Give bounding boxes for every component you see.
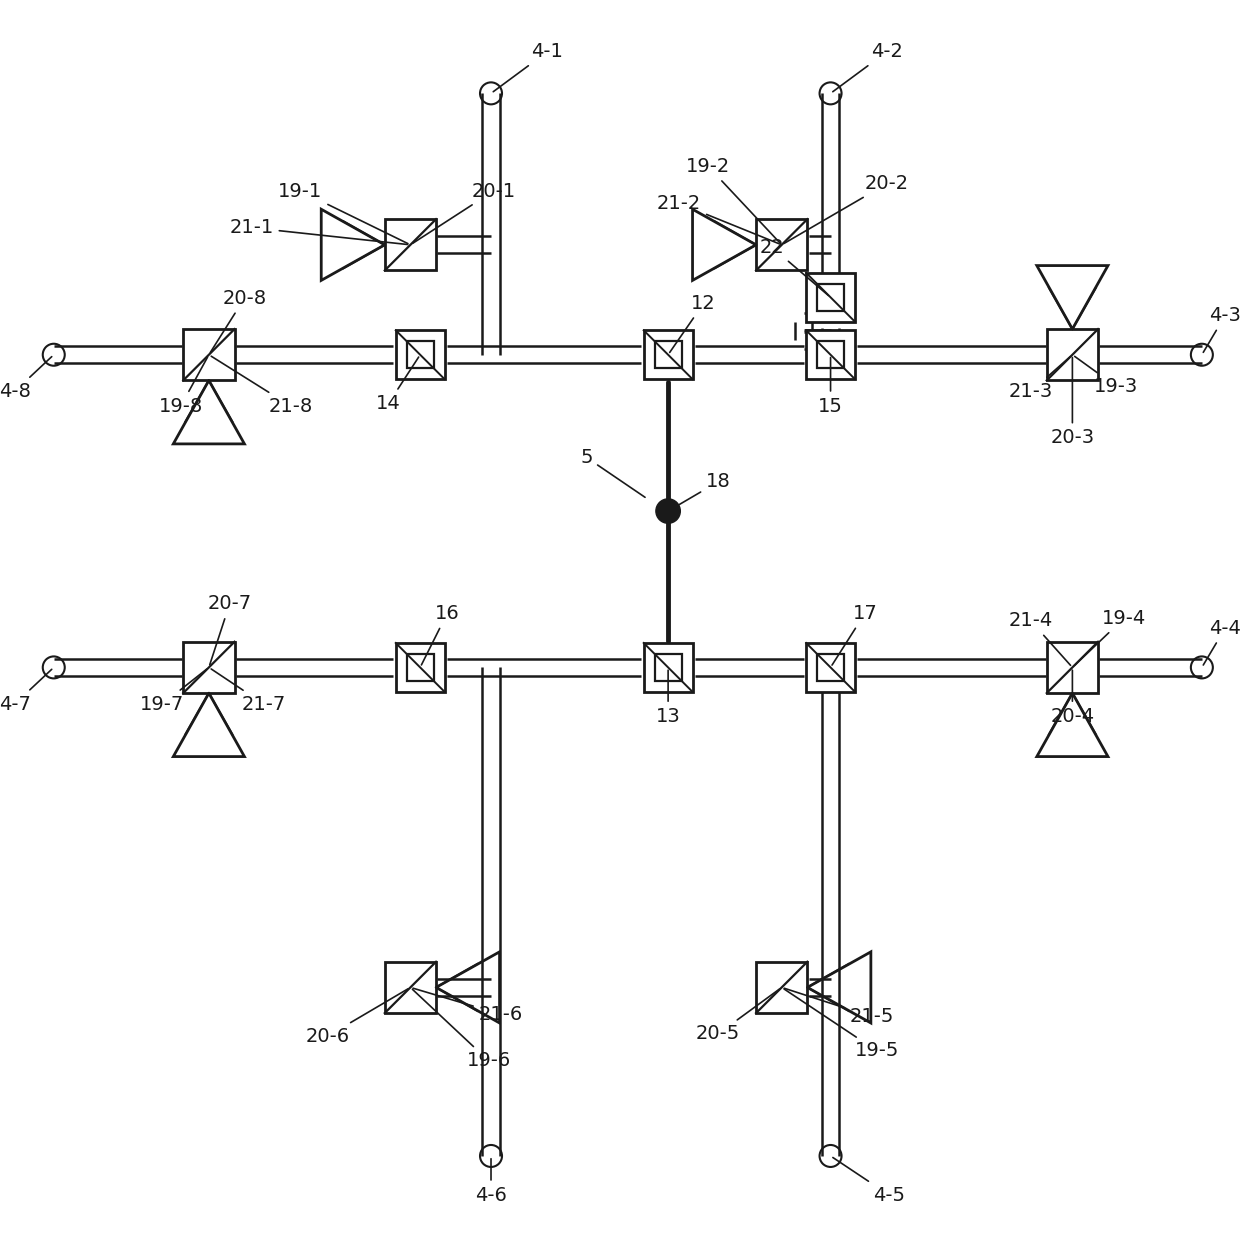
Text: 22: 22 — [760, 237, 828, 296]
Text: 20-4: 20-4 — [1050, 671, 1095, 725]
Text: 4-8: 4-8 — [0, 356, 52, 401]
Text: 20-2: 20-2 — [784, 174, 909, 243]
Text: 4-5: 4-5 — [833, 1158, 905, 1205]
Text: 4-6: 4-6 — [475, 1159, 507, 1205]
Text: 4-1: 4-1 — [494, 42, 563, 92]
Bar — [407, 655, 434, 681]
Text: 19-7: 19-7 — [140, 669, 207, 714]
Text: 13: 13 — [656, 671, 681, 725]
Bar — [384, 219, 436, 271]
Bar — [817, 342, 844, 368]
Text: 20-7: 20-7 — [207, 595, 252, 664]
Text: 19-6: 19-6 — [413, 990, 511, 1071]
Text: 21-6: 21-6 — [413, 989, 523, 1023]
Text: 4-2: 4-2 — [833, 42, 903, 92]
Text: 4-7: 4-7 — [0, 669, 52, 714]
Text: 18: 18 — [671, 472, 730, 509]
Bar — [817, 284, 844, 310]
Text: 21-7: 21-7 — [211, 669, 286, 714]
Text: 19-1: 19-1 — [278, 181, 408, 243]
Text: 20-8: 20-8 — [211, 289, 267, 353]
Text: 20-3: 20-3 — [1050, 358, 1095, 447]
Text: 20-5: 20-5 — [696, 989, 780, 1043]
Bar — [1047, 329, 1099, 380]
Text: 19-4: 19-4 — [1074, 609, 1146, 666]
Bar — [806, 643, 856, 692]
Bar — [806, 330, 856, 379]
Bar — [817, 655, 844, 681]
Bar — [644, 643, 693, 692]
Bar — [396, 643, 445, 692]
Text: 21-2: 21-2 — [657, 194, 779, 243]
Text: 4-4: 4-4 — [1203, 619, 1240, 664]
Text: 4-3: 4-3 — [1203, 306, 1240, 353]
Text: 12: 12 — [670, 294, 715, 353]
Text: 17: 17 — [832, 604, 877, 664]
Text: 19-5: 19-5 — [784, 989, 899, 1061]
Text: 21-5: 21-5 — [785, 989, 894, 1026]
Text: 14: 14 — [376, 356, 419, 414]
Text: 5: 5 — [580, 448, 645, 497]
Bar — [396, 330, 445, 379]
Text: 19-3: 19-3 — [1075, 356, 1138, 396]
Text: 21-8: 21-8 — [211, 356, 312, 416]
Bar — [655, 655, 682, 681]
Text: 20-6: 20-6 — [305, 989, 408, 1046]
Bar — [184, 642, 234, 693]
Text: 15: 15 — [818, 358, 843, 416]
Circle shape — [656, 499, 681, 523]
Bar — [184, 329, 234, 380]
Bar — [655, 342, 682, 368]
Text: 21-4: 21-4 — [1009, 611, 1070, 666]
Bar — [756, 219, 807, 271]
Bar — [1047, 642, 1099, 693]
Bar — [644, 330, 693, 379]
Bar — [806, 273, 856, 322]
Bar — [407, 342, 434, 368]
Bar — [756, 961, 807, 1013]
Text: 19-2: 19-2 — [686, 158, 780, 242]
Text: 16: 16 — [422, 604, 459, 664]
Bar — [384, 961, 436, 1013]
Text: 21-1: 21-1 — [229, 219, 408, 245]
Text: 19-8: 19-8 — [159, 358, 207, 416]
Text: 21-3: 21-3 — [1009, 356, 1070, 401]
Text: 20-1: 20-1 — [413, 181, 516, 243]
